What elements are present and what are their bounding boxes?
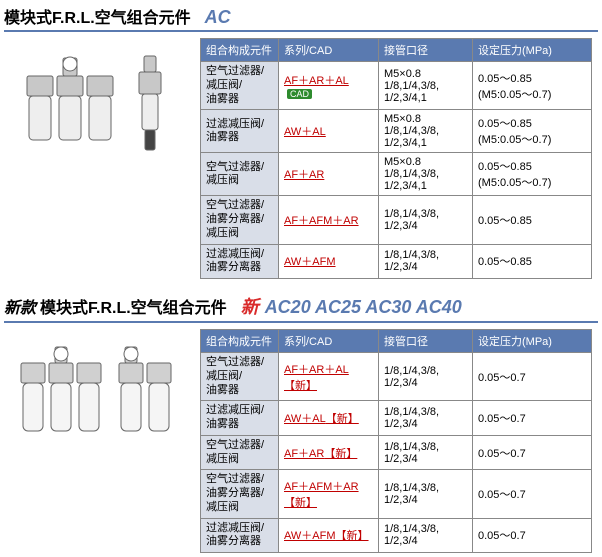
port-cell: 1/8,1/4,3/8,1/2,3/4 bbox=[379, 196, 473, 244]
component-cell: 空气过滤器/减压阀/油雾器 bbox=[201, 353, 279, 401]
product-image-1 bbox=[4, 38, 194, 186]
series-link[interactable]: AW＋AL bbox=[284, 126, 326, 138]
port-cell: M5×0.81/8,1/4,3/8,1/2,3/4,1 bbox=[379, 62, 473, 110]
pressure-cell: 0.05～0.85(M5:0.05～0.7) bbox=[473, 153, 592, 196]
series-cell: AW＋AFM【新】 bbox=[279, 518, 379, 553]
component-cell: 过滤减压阀/油雾器 bbox=[201, 401, 279, 436]
col-header-2: 接管口径 bbox=[379, 330, 473, 353]
series-link[interactable]: AF＋AFM＋AR bbox=[284, 481, 359, 493]
port-cell: M5×0.81/8,1/4,3/8,1/2,3/4,1 bbox=[379, 153, 473, 196]
port-cell: M5×0.81/8,1/4,3/8,1/2,3/4,1 bbox=[379, 110, 473, 153]
new-tag: 【新】 bbox=[324, 448, 357, 460]
port-cell: 1/8,1/4,3/8,1/2,3/4 bbox=[379, 470, 473, 518]
product-image-2 bbox=[4, 329, 194, 467]
table-row: 空气过滤器/油雾分离器/减压阀 AF＋AFM＋AR 1/8,1/4,3/8,1/2,… bbox=[201, 196, 592, 244]
series-link[interactable]: AF＋AR＋AL bbox=[284, 364, 349, 376]
series-cell: AW＋AL【新】 bbox=[279, 401, 379, 436]
series-cell: AF＋AR＋AL 【新】 bbox=[279, 353, 379, 401]
section2-title-bar: 新款 模块式F.R.L.空气组合元件 新 AC20 AC25 AC30 AC40 bbox=[4, 293, 598, 323]
col-header-3: 设定压力(MPa) bbox=[473, 39, 592, 62]
pressure-cell: 0.05～0.85 bbox=[473, 244, 592, 279]
series-cell: AW＋AL bbox=[279, 110, 379, 153]
table-row: 空气过滤器/油雾分离器/减压阀 AF＋AFM＋AR 【新】 1/8,1/4,3/8,1… bbox=[201, 470, 592, 518]
table-row: 空气过滤器/减压阀AF＋AR【新】1/8,1/4,3/8,1/2,3/40.05… bbox=[201, 435, 592, 470]
component-cell: 空气过滤器/油雾分离器/减压阀 bbox=[201, 196, 279, 244]
port-cell: 1/8,1/4,3/8,1/2,3/4 bbox=[379, 401, 473, 436]
component-cell: 过滤减压阀/油雾分离器 bbox=[201, 244, 279, 279]
series-link[interactable]: AW＋AFM bbox=[284, 256, 336, 268]
pressure-cell: 0.05～0.85(M5:0.05～0.7) bbox=[473, 62, 592, 110]
pressure-cell: 0.05～0.7 bbox=[473, 518, 592, 553]
new-tag: 【新】 bbox=[326, 413, 359, 425]
component-cell: 空气过滤器/减压阀/油雾器 bbox=[201, 62, 279, 110]
series-cell: AF＋AR＋AL CAD bbox=[279, 62, 379, 110]
table-row: 过滤减压阀/油雾分离器AW＋AFM【新】1/8,1/4,3/8,1/2,3/40… bbox=[201, 518, 592, 553]
port-cell: 1/8,1/4,3/8,1/2,3/4 bbox=[379, 353, 473, 401]
series-cell: AF＋AFM＋AR bbox=[279, 196, 379, 244]
section2-models: AC20 AC25 AC30 AC40 bbox=[265, 297, 462, 318]
table-row: 空气过滤器/减压阀 AF＋AR M5×0.81/8,1/4,3/8,1/2,3/4,… bbox=[201, 153, 592, 196]
port-cell: 1/8,1/4,3/8,1/2,3/4 bbox=[379, 435, 473, 470]
section1-model: AC bbox=[205, 7, 231, 28]
section2-content: 组合构成元件系列/CAD接管口径设定压力(MPa) 空气过滤器/减压阀/油雾器A… bbox=[4, 329, 598, 553]
series-cell: AF＋AR bbox=[279, 153, 379, 196]
port-cell: 1/8,1/4,3/8,1/2,3/4 bbox=[379, 518, 473, 553]
section2-table: 组合构成元件系列/CAD接管口径设定压力(MPa) 空气过滤器/减压阀/油雾器A… bbox=[200, 329, 592, 553]
series-link[interactable]: AF＋AR＋AL bbox=[284, 75, 349, 87]
new-tag: 【新】 bbox=[284, 497, 317, 509]
section2-new-label: 新 bbox=[241, 293, 259, 319]
series-cell: AF＋AR【新】 bbox=[279, 435, 379, 470]
section1-title-bar: 模块式F.R.L.空气组合元件 AC bbox=[4, 4, 598, 32]
table-row: 空气过滤器/减压阀/油雾器 AF＋AR＋AL 【新】 1/8,1/4,3/8,1/2,… bbox=[201, 353, 592, 401]
table-row: 过滤减压阀/油雾分离器 AW＋AFM 1/8,1/4,3/8,1/2,3/40.05… bbox=[201, 244, 592, 279]
col-header-1: 系列/CAD bbox=[279, 39, 379, 62]
new-tag: 【新】 bbox=[284, 380, 317, 392]
section2-title: 模块式F.R.L.空气组合元件 bbox=[40, 294, 227, 318]
series-link[interactable]: AW＋AFM bbox=[284, 530, 336, 542]
table-row: 过滤减压阀/油雾器AW＋AL【新】1/8,1/4,3/8,1/2,3/40.05… bbox=[201, 401, 592, 436]
component-cell: 空气过滤器/减压阀 bbox=[201, 153, 279, 196]
series-link[interactable]: AF＋AFM＋AR bbox=[284, 215, 359, 227]
section1-title: 模块式F.R.L.空气组合元件 bbox=[4, 4, 191, 28]
pressure-cell: 0.05～0.7 bbox=[473, 353, 592, 401]
component-cell: 空气过滤器/减压阀 bbox=[201, 435, 279, 470]
section1-table: 组合构成元件系列/CAD接管口径设定压力(MPa) 空气过滤器/减压阀/油雾器A… bbox=[200, 38, 592, 279]
port-cell: 1/8,1/4,3/8,1/2,3/4 bbox=[379, 244, 473, 279]
col-header-0: 组合构成元件 bbox=[201, 330, 279, 353]
table-row: 空气过滤器/减压阀/油雾器 AF＋AR＋AL CAD M5×0.81/8,1/4,3/… bbox=[201, 62, 592, 110]
table-row: 过滤减压阀/油雾器 AW＋AL M5×0.81/8,1/4,3/8,1/2,3/4,… bbox=[201, 110, 592, 153]
pressure-cell: 0.05～0.85 bbox=[473, 196, 592, 244]
series-link[interactable]: AF＋AR bbox=[284, 448, 324, 460]
component-cell: 过滤减压阀/油雾器 bbox=[201, 110, 279, 153]
series-link[interactable]: AW＋AL bbox=[284, 413, 326, 425]
col-header-1: 系列/CAD bbox=[279, 330, 379, 353]
new-tag: 【新】 bbox=[336, 530, 369, 542]
col-header-3: 设定压力(MPa) bbox=[473, 330, 592, 353]
section2-title-prefix: 新款 bbox=[4, 294, 36, 318]
component-cell: 过滤减压阀/油雾分离器 bbox=[201, 518, 279, 553]
series-link[interactable]: AF＋AR bbox=[284, 169, 324, 181]
pressure-cell: 0.05～0.85(M5:0.05～0.7) bbox=[473, 110, 592, 153]
pressure-cell: 0.05～0.7 bbox=[473, 401, 592, 436]
series-cell: AW＋AFM bbox=[279, 244, 379, 279]
section1-content: 组合构成元件系列/CAD接管口径设定压力(MPa) 空气过滤器/减压阀/油雾器A… bbox=[4, 38, 598, 279]
col-header-2: 接管口径 bbox=[379, 39, 473, 62]
cad-badge[interactable]: CAD bbox=[287, 89, 312, 99]
series-cell: AF＋AFM＋AR 【新】 bbox=[279, 470, 379, 518]
component-cell: 空气过滤器/油雾分离器/减压阀 bbox=[201, 470, 279, 518]
col-header-0: 组合构成元件 bbox=[201, 39, 279, 62]
pressure-cell: 0.05～0.7 bbox=[473, 470, 592, 518]
pressure-cell: 0.05～0.7 bbox=[473, 435, 592, 470]
